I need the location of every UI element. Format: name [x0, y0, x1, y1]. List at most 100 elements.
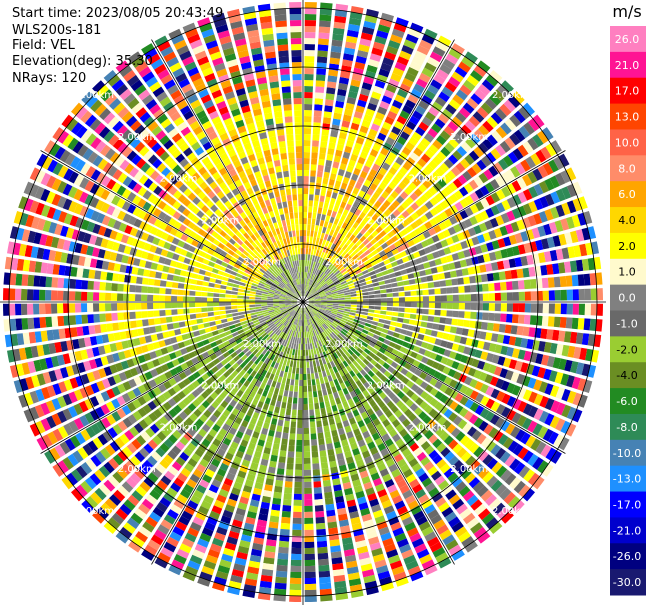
velocity-bin — [366, 408, 375, 416]
velocity-bin — [571, 317, 579, 330]
velocity-bin — [197, 228, 206, 236]
velocity-bin — [314, 499, 324, 506]
velocity-bin — [446, 310, 453, 317]
velocity-bin — [420, 456, 431, 467]
velocity-bin — [23, 409, 34, 423]
velocity-bin — [392, 433, 401, 443]
velocity-bin — [162, 401, 172, 411]
velocity-bin — [338, 306, 345, 309]
velocity-bin — [237, 302, 244, 306]
velocity-bin — [421, 94, 433, 105]
velocity-bin — [377, 24, 391, 34]
velocity-bin — [155, 229, 164, 238]
velocity-bin — [246, 511, 257, 519]
velocity-bin — [303, 307, 305, 314]
velocity-bin — [410, 302, 417, 308]
velocity-bin — [319, 307, 326, 311]
velocity-bin — [454, 201, 464, 212]
velocity-bin — [327, 355, 333, 363]
velocity-bin — [360, 369, 367, 377]
velocity-bin — [484, 182, 495, 193]
velocity-bin — [368, 351, 376, 359]
velocity-bin — [204, 327, 212, 333]
velocity-bin — [106, 240, 115, 250]
velocity-bin — [439, 383, 448, 393]
velocity-bin — [341, 259, 348, 266]
velocity-bin — [345, 224, 352, 232]
velocity-bin — [500, 281, 507, 291]
velocity-bin — [201, 390, 210, 399]
velocity-bin — [469, 459, 481, 471]
velocity-bin — [304, 571, 316, 578]
velocity-bin — [512, 148, 524, 161]
velocity-bin — [327, 241, 333, 249]
velocity-bin — [326, 154, 334, 161]
velocity-bin — [405, 225, 414, 233]
velocity-bin — [464, 311, 471, 319]
velocity-bin — [401, 210, 410, 219]
velocity-bin — [308, 297, 315, 300]
velocity-bin — [310, 330, 314, 337]
velocity-bin — [198, 329, 206, 335]
velocity-bin — [377, 488, 388, 498]
velocity-bin — [330, 399, 336, 407]
velocity-bin — [304, 134, 311, 141]
velocity-bin — [348, 285, 356, 290]
velocity-bin — [115, 341, 124, 351]
velocity-bin — [242, 528, 253, 537]
velocity-bin — [267, 296, 274, 299]
velocity-bin — [428, 295, 436, 302]
velocity-bin — [411, 537, 425, 548]
velocity-bin — [549, 342, 558, 355]
velocity-bin — [254, 481, 264, 490]
velocity-bin — [56, 354, 65, 366]
velocity-bin — [28, 260, 37, 273]
velocity-bin — [249, 346, 257, 353]
velocity-bin — [283, 319, 288, 326]
velocity-bin — [579, 347, 588, 361]
velocity-bin — [502, 437, 514, 449]
velocity-bin — [164, 370, 173, 380]
velocity-bin — [335, 212, 342, 220]
velocity-bin — [468, 150, 480, 162]
velocity-bin — [322, 479, 331, 487]
velocity-bin — [307, 285, 312, 292]
velocity-bin — [72, 450, 84, 463]
velocity-bin — [294, 379, 299, 386]
velocity-bin — [374, 395, 382, 404]
velocity-bin — [442, 332, 450, 340]
velocity-bin — [45, 235, 54, 247]
velocity-bin — [407, 325, 415, 331]
velocity-bin — [217, 328, 225, 334]
velocity-bin — [455, 503, 468, 515]
velocity-bin — [366, 283, 374, 288]
velocity-bin — [333, 320, 340, 325]
velocity-bin — [374, 515, 386, 525]
velocity-bin — [304, 44, 315, 51]
velocity-bin — [200, 334, 208, 341]
velocity-bin — [372, 264, 380, 270]
velocity-bin — [183, 368, 192, 377]
velocity-bin — [333, 260, 339, 267]
velocity-bin — [396, 205, 405, 214]
velocity-bin — [304, 272, 306, 279]
velocity-bin — [379, 18, 393, 28]
velocity-bin — [279, 304, 286, 307]
velocity-bin — [193, 330, 201, 337]
velocity-bin — [330, 361, 336, 368]
velocity-bin — [217, 354, 225, 362]
velocity-bin — [143, 443, 154, 454]
velocity-bin — [283, 426, 290, 434]
velocity-bin — [305, 349, 309, 356]
velocity-bin — [135, 285, 142, 293]
velocity-bin — [327, 75, 338, 83]
velocity-bin — [307, 331, 311, 338]
velocity-bin — [286, 294, 292, 298]
velocity-bin — [332, 296, 339, 299]
velocity-bin — [404, 261, 412, 268]
velocity-bin — [438, 405, 448, 415]
velocity-bin — [84, 180, 95, 192]
velocity-bin — [315, 86, 325, 93]
velocity-bin — [103, 344, 112, 354]
velocity-bin — [308, 260, 312, 267]
